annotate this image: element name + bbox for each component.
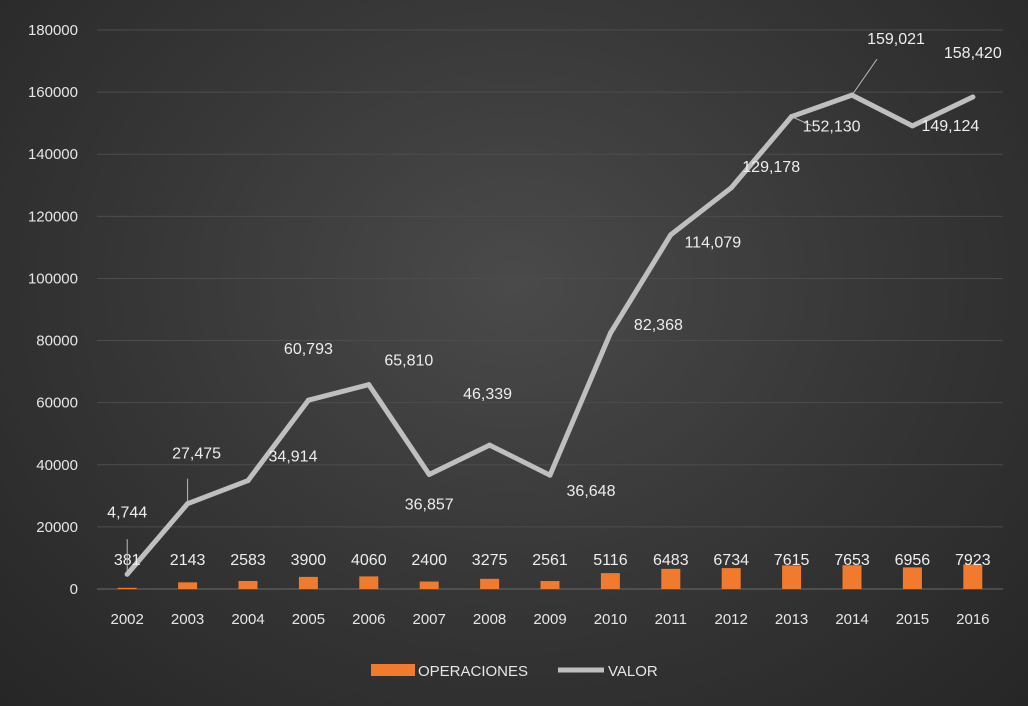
- bar-data-label: 4060: [351, 552, 387, 569]
- label-leader-line: [791, 116, 812, 127]
- line-point: [970, 94, 976, 100]
- bar: [238, 580, 258, 589]
- grid-layer: [97, 29, 1003, 590]
- bar: [480, 578, 500, 589]
- bar: [902, 567, 922, 589]
- x-tick-label: 2005: [292, 611, 325, 628]
- line-point: [245, 478, 251, 484]
- line-point: [487, 442, 493, 448]
- x-axis-labels: 2002 2003 2004 2005 2006 2007 2008 2009 2010 2011…: [111, 611, 990, 628]
- y-tick-label: 20000: [36, 519, 78, 536]
- bar-data-label: 6483: [653, 552, 689, 569]
- line-data-label: 46,339: [463, 386, 512, 403]
- bar: [419, 581, 439, 589]
- x-tick-label: 2009: [533, 611, 566, 628]
- line-point: [426, 472, 432, 478]
- bar: [117, 587, 137, 589]
- bar: [963, 564, 983, 589]
- line-data-label: 27,475: [172, 446, 221, 463]
- line-data-label: 149,124: [921, 118, 979, 135]
- line-point: [547, 472, 553, 478]
- line-data-label: 159,021: [867, 31, 925, 48]
- y-tick-label: 0: [70, 581, 78, 598]
- y-tick-label: 80000: [36, 333, 78, 350]
- y-tick-label: 140000: [28, 146, 78, 163]
- bar: [600, 573, 620, 589]
- x-tick-label: 2013: [775, 611, 808, 628]
- bar-data-label: 7615: [774, 552, 810, 569]
- y-tick-label: 40000: [36, 457, 78, 474]
- bar-data-label: 5116: [593, 552, 628, 569]
- line-series-valor: [124, 92, 976, 577]
- line-data-label: 82,368: [634, 317, 683, 334]
- y-tick-label: 180000: [28, 22, 78, 39]
- x-tick-label: 2010: [594, 611, 627, 628]
- line-point: [305, 397, 311, 403]
- x-tick-label: 2014: [835, 611, 868, 628]
- line-data-label: 34,914: [269, 449, 318, 466]
- x-tick-label: 2012: [715, 611, 748, 628]
- bar: [298, 576, 318, 589]
- bar: [842, 565, 862, 589]
- x-tick-label: 2016: [956, 611, 989, 628]
- line-data-label: 152,130: [803, 119, 861, 136]
- line-data-label: 36,648: [567, 483, 616, 500]
- y-tick-label: 100000: [28, 270, 78, 287]
- y-tick-label: 160000: [28, 84, 78, 101]
- x-tick-label: 2011: [655, 611, 687, 628]
- bar: [721, 568, 741, 589]
- line-data-label: 60,793: [284, 341, 333, 358]
- legend-swatch-operaciones: [371, 664, 415, 676]
- x-tick-label: 2004: [231, 611, 264, 628]
- bar-data-label: 6956: [895, 552, 931, 569]
- y-axis-labels: 0 20000 40000 60000 80000 100000 120000 140000 1…: [28, 22, 78, 598]
- x-tick-label: 2008: [473, 611, 506, 628]
- line-point: [909, 123, 915, 129]
- legend-label-operaciones: OPERACIONES: [418, 663, 528, 680]
- bar: [540, 581, 560, 589]
- bar: [359, 576, 379, 589]
- y-tick-label: 120000: [28, 208, 78, 225]
- x-tick-label: 2006: [352, 611, 385, 628]
- legend: OPERACIONES VALOR: [371, 663, 658, 680]
- line-data-label: 114,079: [684, 235, 741, 252]
- line-data-label: 65,810: [384, 353, 433, 370]
- x-tick-label: 2015: [896, 611, 929, 628]
- y-tick-label: 60000: [36, 395, 78, 412]
- line-data-label: 129,178: [742, 159, 800, 176]
- line-point: [366, 382, 372, 388]
- legend-label-valor: VALOR: [608, 663, 658, 680]
- line-point: [607, 330, 613, 336]
- data-labels: 381 2143 2583 3900 4060 2400 3275 2561 5116 6483 6…: [107, 31, 1002, 575]
- bar-series-operaciones: [117, 564, 983, 589]
- bar-data-label: 2143: [170, 552, 206, 569]
- bar-data-label: 2561: [532, 552, 568, 569]
- line-point: [728, 185, 734, 191]
- bar-data-label: 6734: [713, 552, 749, 569]
- bar-data-label: 2583: [230, 552, 266, 569]
- bar-data-label: 2400: [411, 552, 447, 569]
- bar: [782, 565, 802, 589]
- bar-data-label: 3275: [472, 552, 508, 569]
- line-point: [668, 232, 674, 238]
- bar: [178, 582, 198, 589]
- bar: [661, 568, 681, 589]
- x-tick-label: 2007: [413, 611, 446, 628]
- bar-data-label: 7923: [955, 552, 991, 569]
- bar-data-label: 3900: [291, 552, 327, 569]
- x-tick-label: 2003: [171, 611, 204, 628]
- x-tick-label: 2002: [111, 611, 144, 628]
- line-data-label: 4,744: [107, 504, 147, 521]
- label-leader-line: [851, 58, 878, 96]
- line-data-label: 36,857: [405, 497, 454, 514]
- line-data-label: 158,420: [944, 45, 1002, 62]
- valor-line: [124, 92, 976, 577]
- bar-data-label: 7653: [834, 552, 870, 569]
